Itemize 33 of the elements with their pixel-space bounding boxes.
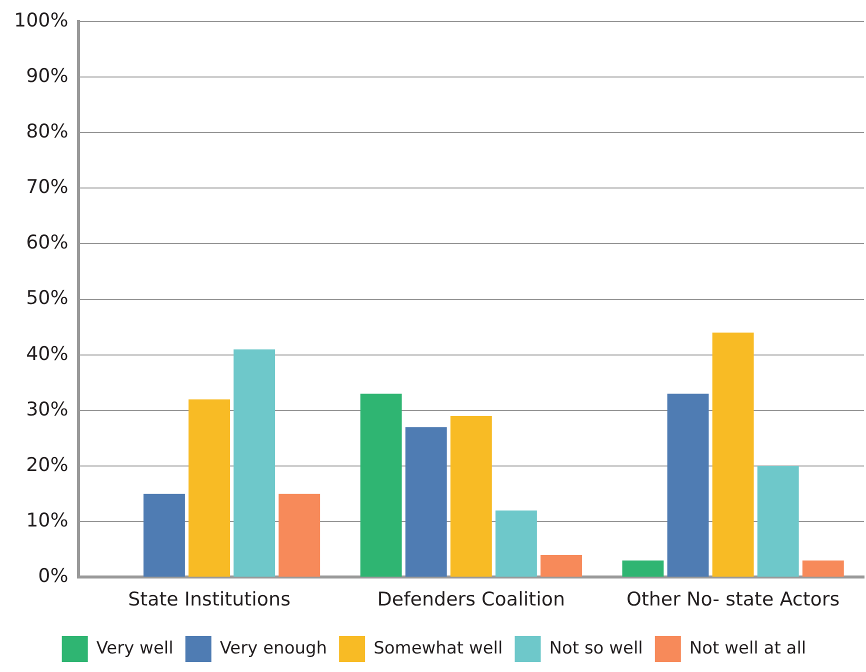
y-tick-label: 60% bbox=[26, 232, 68, 254]
legend-label: Not well at all bbox=[689, 638, 806, 658]
y-tick-label: 30% bbox=[26, 398, 68, 420]
x-tick-label: State Institutions bbox=[128, 588, 290, 611]
legend-label: Not so well bbox=[549, 638, 643, 658]
bar bbox=[757, 466, 799, 577]
y-tick-label: 100% bbox=[14, 9, 68, 32]
bar bbox=[540, 554, 582, 577]
y-tick-label: 10% bbox=[26, 510, 68, 532]
bar bbox=[360, 394, 402, 577]
bar bbox=[234, 349, 276, 577]
bar bbox=[622, 560, 664, 577]
bar bbox=[144, 494, 185, 577]
bar bbox=[495, 510, 537, 577]
bar bbox=[667, 394, 709, 577]
y-tick-label: 50% bbox=[26, 287, 68, 310]
bar bbox=[450, 416, 492, 577]
legend-label: Very enough bbox=[220, 638, 328, 658]
y-tick-label: 80% bbox=[26, 120, 68, 142]
y-tick-label: 90% bbox=[26, 64, 68, 87]
bar bbox=[712, 332, 754, 577]
y-tick-label: 40% bbox=[26, 342, 68, 365]
x-tick-label: Defenders Coalition bbox=[377, 588, 566, 611]
bar bbox=[188, 399, 230, 577]
legend-label: Very well bbox=[96, 638, 174, 658]
x-tick-label: Other No- state Actors bbox=[626, 588, 840, 611]
legend-label: Somewhat well bbox=[374, 638, 503, 658]
bar bbox=[278, 494, 320, 577]
y-tick-label: 20% bbox=[26, 454, 68, 476]
y-tick-label: 0% bbox=[38, 565, 68, 588]
bar bbox=[802, 560, 844, 577]
y-tick-label: 70% bbox=[26, 176, 68, 198]
bar bbox=[405, 427, 447, 577]
